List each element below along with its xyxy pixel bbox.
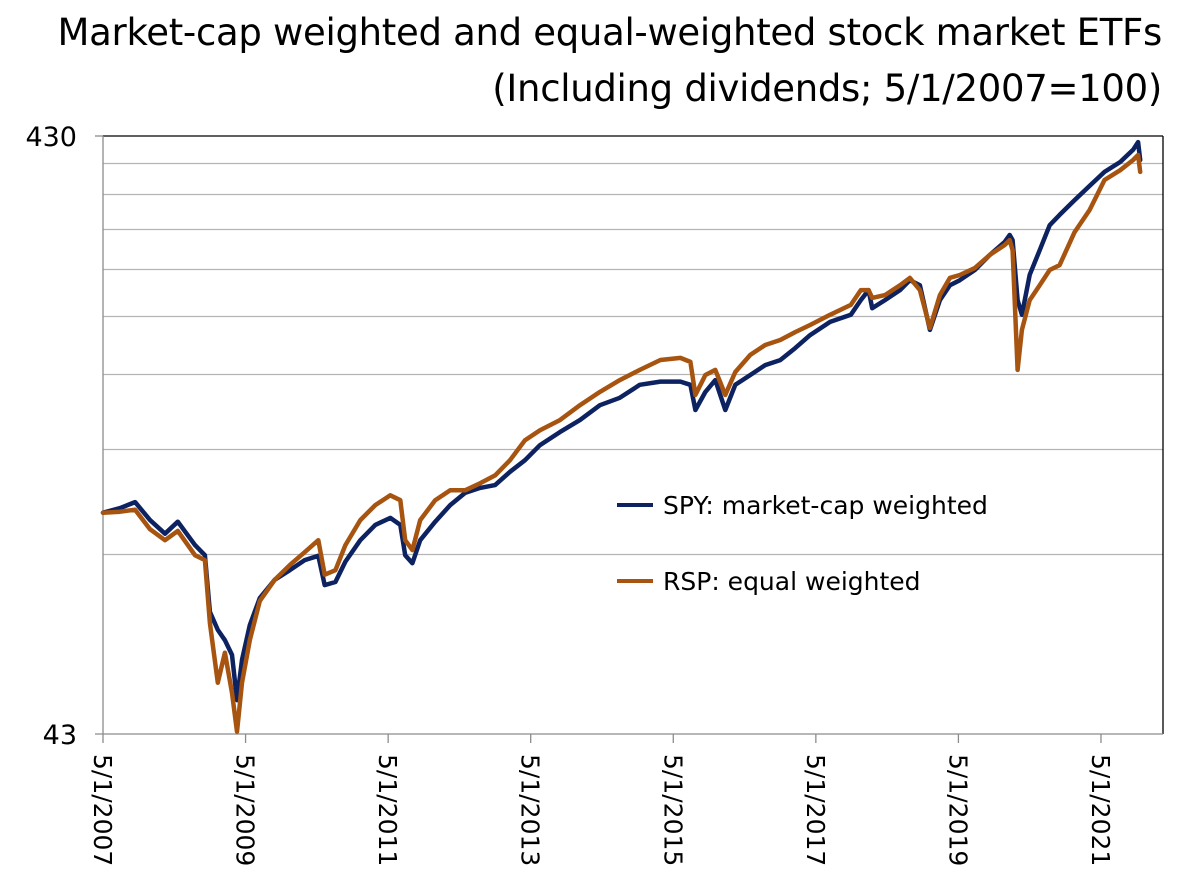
x-axis-labels: 5/1/2007 5/1/2009 5/1/2011 5/1/2013 5/1/2015… (88, 754, 1115, 866)
x-tick-label: 5/1/2019 (943, 754, 972, 866)
x-tick-label: 5/1/2017 (801, 754, 830, 866)
y-tick-label: 43 (43, 720, 77, 751)
chart-subtitle: (Including dividends; 5/1/2007=100) (492, 67, 1162, 110)
legend: SPY: market-cap weighted RSP: equal weigh… (617, 491, 988, 596)
x-tick-label: 5/1/2011 (373, 754, 402, 866)
series-line-spy (100, 139, 1143, 703)
x-tick-label: 5/1/2021 (1086, 754, 1115, 866)
legend-label: RSP: equal weighted (663, 567, 921, 596)
x-tick-label: 5/1/2009 (231, 754, 260, 866)
chart-title: Market-cap weighted and equal-weighted s… (57, 11, 1163, 54)
gridlines (103, 162, 1163, 556)
x-tick-label: 5/1/2007 (88, 754, 117, 866)
series-line-rsp (100, 152, 1143, 734)
y-tick-label: 430 (25, 122, 77, 153)
legend-label: SPY: market-cap weighted (663, 491, 988, 520)
y-axis-labels: 43 430 (25, 122, 77, 751)
series-lines (100, 139, 1143, 734)
axes (95, 135, 1164, 743)
x-tick-label: 5/1/2015 (658, 754, 687, 866)
x-tick-label: 5/1/2013 (516, 754, 545, 866)
